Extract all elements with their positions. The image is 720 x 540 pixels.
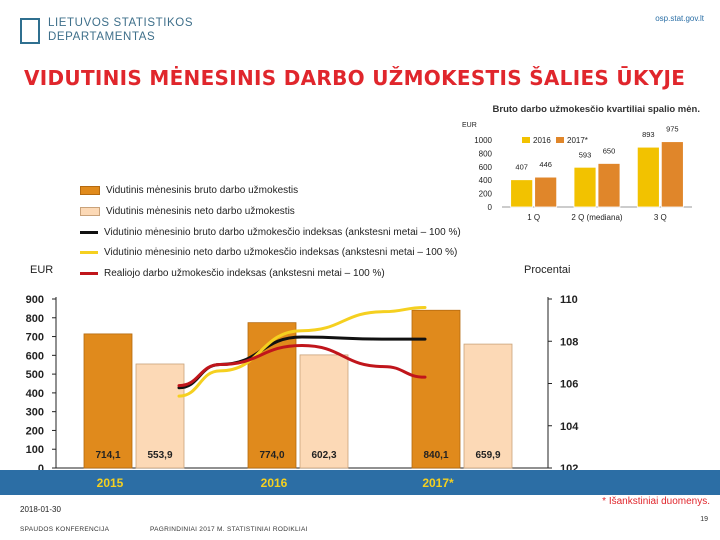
legend-neto: Vidutinis mėnesinis neto darbo užmokesti…: [80, 206, 295, 217]
main-xtick: 2017*: [422, 476, 454, 490]
quartile-legend-2017: 2017*: [567, 136, 588, 145]
quartile-ytick: 200: [479, 190, 493, 199]
preliminary-note: * Išankstiniai duomenys.: [602, 496, 710, 507]
legend-neto-index-label: Vidutinio mėnesinio neto darbo užmokesči…: [104, 247, 458, 258]
main-data-label-bruto: 774,0: [259, 450, 284, 461]
quartile-bar: [510, 179, 534, 208]
main-xtick: 2015: [97, 476, 124, 490]
year-labels: 2015 2016 2017*: [97, 476, 454, 490]
main-right-axis-title: Procentai: [524, 264, 571, 276]
main-right-tick: 108: [560, 336, 578, 348]
main-left-tick: 600: [26, 350, 44, 362]
main-left-tick: 900: [26, 294, 44, 306]
legend-bruto: Vidutinis mėnesinis bruto darbo užmokest…: [80, 185, 298, 196]
main-left-tick: 200: [26, 425, 44, 437]
main-data-label-neto: 659,9: [475, 450, 500, 461]
footer-bar: [0, 470, 720, 495]
logo-text: LIETUVOS STATISTIKOS DEPARTAMENTAS: [48, 16, 193, 44]
logo-line-2: DEPARTAMENTAS: [48, 31, 156, 43]
page-title: VIDUTINIS MĖNESINIS DARBO UŽMOKESTIS ŠAL…: [24, 66, 686, 90]
main-right-tick: 110: [560, 294, 578, 306]
page-number: 19: [700, 516, 708, 523]
logo-line-1: LIETUVOS STATISTIKOS: [48, 17, 194, 29]
main-left-tick: 100: [26, 444, 44, 456]
main-line-real_index: [177, 343, 427, 388]
main-left-axis-title: EUR: [30, 264, 54, 276]
logo-icon: [20, 18, 40, 44]
main-left-tick: 500: [26, 369, 44, 381]
footer-left: SPAUDOS KONFERENCIJA: [20, 526, 110, 533]
main-bar-neto: [463, 343, 513, 469]
legend-neto-index-swatch: [80, 250, 98, 254]
main-bar-bruto: [411, 309, 461, 469]
quartile-legend-swatch-2016: [522, 137, 530, 143]
legend-neto-label: Vidutinis mėnesinis neto darbo užmokesti…: [106, 206, 295, 217]
quartile-data-label: 407: [515, 163, 528, 172]
quartile-data-label: 446: [539, 160, 552, 169]
quartile-legend-swatch-2017: [556, 137, 564, 143]
quartile-ytick: 600: [479, 163, 493, 172]
quartile-ylabel: EUR: [462, 122, 477, 129]
main-right-tick: 104: [560, 421, 579, 433]
main-xtick: 2016: [261, 476, 288, 490]
legend-bruto-index: Vidutinio mėnesinio bruto darbo užmokesč…: [80, 227, 461, 238]
footer-date: 2018-01-30: [20, 505, 61, 514]
footer-center: PAGRINDINIAI 2017 M. STATISTINIAI RODIKL…: [150, 526, 308, 533]
quartile-chart: EUR 0 200 400 600 800 1000 407 446 1 Q 593 650 2 Q (…: [462, 122, 692, 222]
site-url[interactable]: osp.stat.gov.lt: [655, 14, 704, 23]
main-left-tick: 300: [26, 407, 44, 419]
main-line-neto_index: [177, 305, 427, 398]
main-bar-bruto: [83, 333, 133, 469]
quartile-chart-title: Bruto darbo užmokesčio kvartiliai spalio…: [492, 104, 700, 115]
main-left-tick: 0: [38, 463, 44, 475]
quartile-ytick: 1000: [474, 136, 492, 145]
legend-neto-swatch: [80, 206, 100, 216]
legend-real-index-swatch: [80, 271, 98, 275]
main-data-label-neto: 602,3: [311, 450, 336, 461]
quartile-ytick: 400: [479, 176, 493, 185]
legend-bruto-swatch: [80, 185, 100, 195]
main-right-tick: 106: [560, 379, 578, 391]
quartile-bar: [573, 166, 597, 208]
quartile-data-label: 893: [642, 130, 655, 139]
legend-real-index-label: Realiojo darbo užmokesčio indeksas (anks…: [104, 268, 385, 279]
quartile-data-label: 593: [579, 150, 592, 159]
main-left-tick: 800: [26, 313, 44, 325]
main-bar-neto: [299, 354, 349, 469]
main-bar-neto: [135, 363, 185, 469]
legend-bruto-index-label: Vidutinio mėnesinio bruto darbo užmokesč…: [104, 227, 461, 238]
legend-real-index: Realiojo darbo užmokesčio indeksas (anks…: [80, 268, 385, 279]
quartile-legend-2016: 2016: [533, 136, 551, 145]
quartile-xtick: 2 Q (mediana): [571, 213, 622, 222]
main-left-tick: 700: [26, 332, 44, 344]
quartile-data-label: 650: [603, 146, 616, 155]
main-chart: 0100200300400500600700800900102104106108…: [26, 294, 580, 475]
legend-bruto-label: Vidutinis mėnesinis bruto darbo užmokest…: [106, 185, 299, 196]
quartile-ytick: 800: [479, 149, 493, 158]
main-data-label-bruto: 714,1: [95, 450, 120, 461]
quartile-xtick: 1 Q: [527, 213, 540, 222]
quartile-bar: [636, 146, 660, 208]
quartile-bar: [534, 176, 558, 208]
quartile-bar: [660, 141, 684, 208]
quartile-data-label: 975: [666, 125, 679, 134]
legend-bruto-index-swatch: [80, 230, 98, 234]
main-left-tick: 400: [26, 388, 44, 400]
main-data-label-bruto: 840,1: [423, 450, 448, 461]
quartile-ytick: 0: [488, 203, 493, 212]
quartile-xtick: 3 Q: [654, 213, 667, 222]
quartile-bar: [597, 163, 621, 208]
main-data-label-neto: 553,9: [147, 450, 172, 461]
legend-neto-index: Vidutinio mėnesinio neto darbo užmokesči…: [80, 247, 457, 258]
